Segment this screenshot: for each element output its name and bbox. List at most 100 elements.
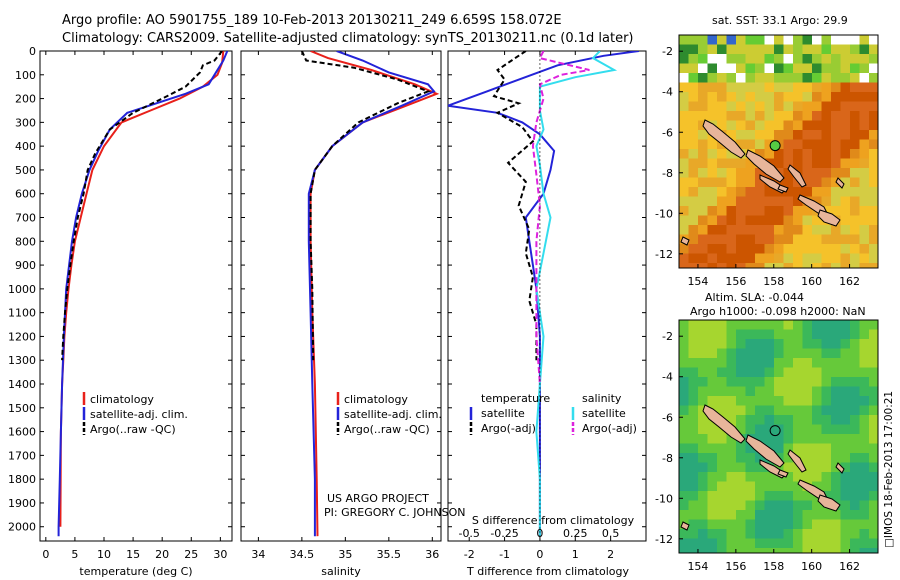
- sla-map-cell: [821, 462, 832, 473]
- sla-map-grid: [679, 320, 878, 553]
- sst-map-cell: [736, 54, 746, 64]
- sst-map-cell: [764, 244, 775, 254]
- sst-map-cell: [821, 63, 832, 74]
- sst-map-cell: [755, 206, 765, 216]
- sst-map-cell: [821, 130, 832, 140]
- sst-map-cell: [736, 101, 746, 112]
- sla-map-cell: [717, 491, 727, 501]
- sst-map-cell: [726, 177, 737, 188]
- sst-map-cell: [840, 158, 851, 169]
- sla-map-cell: [840, 320, 851, 330]
- sla-map-cell: [869, 538, 878, 549]
- sst-map-cell: [812, 82, 822, 93]
- salinity-ticks: 34 34.5 35 35.5 36: [251, 51, 439, 561]
- sla-map-cell: [802, 320, 813, 330]
- sla-map-cell: [850, 320, 860, 330]
- sla-map-cell: [840, 481, 851, 492]
- sla-map-cell: [736, 386, 746, 397]
- sst-map-cell: [802, 234, 813, 245]
- sst-map-cell: [764, 253, 775, 264]
- sla-map-cell: [736, 510, 746, 520]
- sst-map-cell: [869, 35, 878, 45]
- sla-map-cell: [793, 424, 803, 435]
- lon-tick-label: 154: [687, 275, 708, 288]
- sst-map-cell: [869, 82, 878, 93]
- sst-map-cell: [831, 35, 841, 45]
- sst-map-cell: [783, 92, 794, 102]
- sla-map-cell: [717, 538, 727, 549]
- sla-map-cell: [726, 453, 737, 463]
- sla-map-cell: [717, 481, 727, 492]
- sla-map-cell: [679, 510, 689, 520]
- sla-map-cell: [736, 415, 746, 425]
- sst-map-cell: [840, 139, 851, 150]
- sla-map-cell: [726, 529, 737, 539]
- sla-map-cell: [726, 415, 737, 425]
- sla-map-cell: [831, 548, 841, 553]
- sst-map-cell: [679, 82, 689, 93]
- island-shape: [777, 469, 789, 478]
- sla-map-cell: [840, 510, 851, 520]
- sst-map-cell: [764, 215, 775, 226]
- sst-map-cell: [793, 206, 803, 216]
- sst-map-cell: [783, 35, 794, 45]
- sla-map-cell: [764, 405, 775, 416]
- sla-map-cell: [840, 472, 851, 482]
- sst-map-cell: [679, 54, 689, 64]
- sst-map-cell: [840, 63, 851, 74]
- sst-map-cell: [774, 234, 784, 245]
- lon-tick-label: 156: [725, 275, 746, 288]
- sla-map-cell: [698, 500, 708, 511]
- sla-map-cell: [755, 481, 765, 492]
- sla-map-cell: [821, 415, 832, 425]
- sst-map-cell: [821, 35, 832, 45]
- s-diff-tick-label: -0.5: [458, 527, 479, 540]
- sla-map-cell: [850, 481, 860, 492]
- sst-map-cell: [802, 54, 813, 64]
- sla-map-cell: [821, 339, 832, 349]
- sla-map-cell: [802, 443, 813, 454]
- sla-map-cell: [717, 529, 727, 539]
- sst-map-cell: [821, 149, 832, 159]
- sla-map-cell: [688, 415, 699, 425]
- x-tick-label: 1: [572, 548, 579, 561]
- sst-map-cell: [840, 187, 851, 197]
- sla-map-cell: [831, 529, 841, 539]
- x-tick-label: 34.5: [290, 548, 315, 561]
- sst-map-cell: [698, 225, 708, 235]
- salinity-line-0: [309, 51, 440, 537]
- sla-map-cell: [774, 320, 784, 330]
- sla-map-cell: [869, 405, 878, 416]
- island-shape: [817, 494, 841, 512]
- sst-map-cell: [688, 111, 699, 121]
- sst-map-cell: [783, 187, 794, 197]
- sla-map-cell: [831, 329, 841, 340]
- sst-map-cell: [707, 253, 718, 264]
- sst-map-cell: [688, 35, 699, 45]
- sla-map-cell: [764, 500, 775, 511]
- sla-map-cell: [707, 491, 718, 501]
- sla-map-cell: [850, 538, 860, 549]
- sst-map-cell: [726, 215, 737, 226]
- lat-tick-label: -8: [662, 167, 673, 180]
- sst-map-cell: [755, 130, 765, 140]
- sla-map-cell: [869, 548, 878, 553]
- sst-map-cell: [755, 244, 765, 254]
- sst-map-cell: [679, 35, 689, 45]
- sst-map-cell: [831, 139, 841, 150]
- sst-map-cell: [821, 177, 832, 188]
- sst-map-cell: [869, 92, 878, 102]
- sla-map-cell: [850, 358, 860, 368]
- sla-map-cell: [802, 405, 813, 416]
- sla-map-cell: [850, 424, 860, 435]
- sst-map-cell: [726, 63, 737, 74]
- sst-map-cell: [850, 63, 860, 74]
- sst-map-cell: [764, 35, 775, 45]
- sst-map-cell: [764, 120, 775, 131]
- sla-map-cell: [698, 377, 708, 387]
- sst-map-cell: [850, 130, 860, 140]
- sla-map-cell: [821, 519, 832, 530]
- sla-map-cell: [707, 396, 718, 406]
- sst-map-cell: [783, 234, 794, 245]
- sla-map-cell: [726, 462, 737, 473]
